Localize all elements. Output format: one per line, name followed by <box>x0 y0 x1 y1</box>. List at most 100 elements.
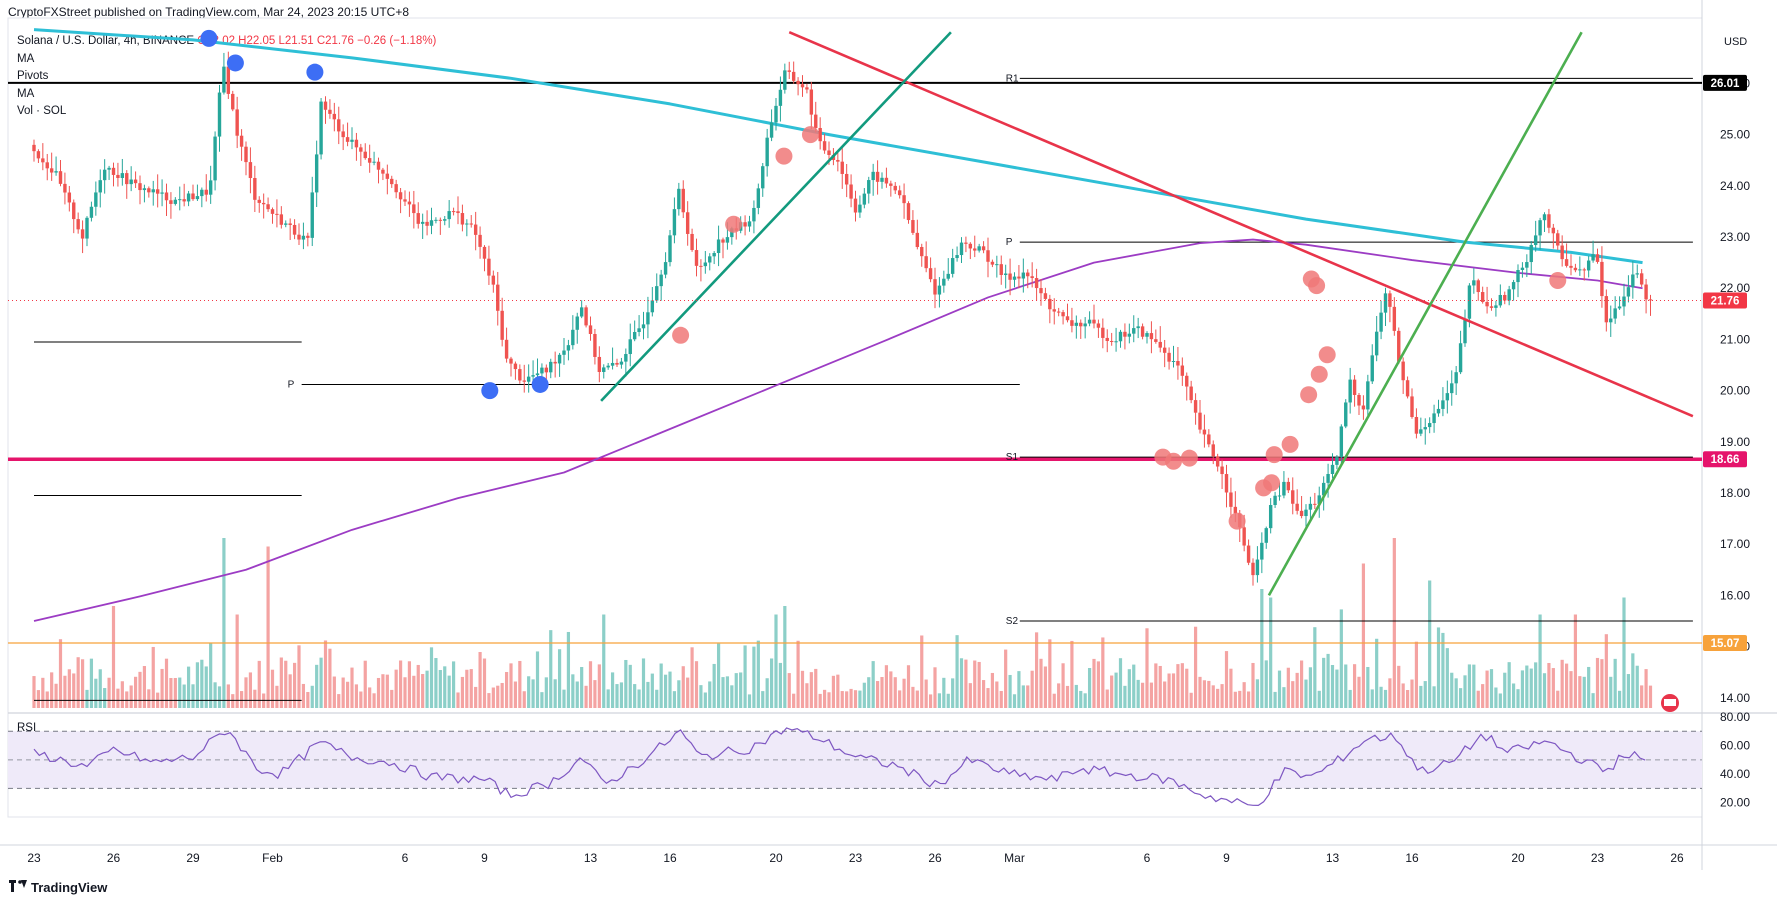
candle-body <box>111 167 116 175</box>
volume-bar <box>686 677 690 708</box>
volume-bar <box>672 691 677 708</box>
candle-body <box>566 345 571 351</box>
candle-body <box>526 376 531 382</box>
volume-bar <box>1145 628 1149 708</box>
volume-bar <box>1079 690 1083 708</box>
candle-body <box>372 161 376 163</box>
candle-body <box>487 258 491 276</box>
candle-body <box>1056 311 1061 313</box>
legend-indicator-1[interactable]: Pivots <box>17 70 49 82</box>
candle-body <box>306 235 310 238</box>
volume-bar <box>765 678 769 708</box>
candle-body <box>1533 235 1538 246</box>
candle-body <box>588 325 593 334</box>
volume-bar <box>1428 580 1432 708</box>
candle-body <box>1648 299 1653 301</box>
candle-body <box>557 354 562 364</box>
candle-body <box>791 71 796 81</box>
volume-bar <box>809 672 813 708</box>
candle-body <box>867 180 871 194</box>
volume-bar <box>1582 676 1586 708</box>
candle-body <box>58 171 63 184</box>
candle-body <box>98 180 102 193</box>
marker-red <box>1318 346 1336 364</box>
volume-bar <box>1551 668 1555 708</box>
candle-body <box>76 219 80 230</box>
candle-body <box>1291 490 1295 504</box>
candle-body <box>94 192 98 207</box>
candle-body <box>1246 545 1251 563</box>
candle-body <box>1511 282 1516 290</box>
volume-bar <box>1096 661 1101 708</box>
legend-indicator-3[interactable]: Vol · SOL <box>17 105 67 117</box>
volume-bar <box>712 663 716 708</box>
volume-bar <box>1335 669 1339 708</box>
candle-body <box>1573 267 1578 271</box>
volume-bar <box>1330 665 1335 708</box>
candle-body <box>637 328 641 332</box>
candle-body <box>1635 273 1639 275</box>
volume-bar <box>1123 685 1127 708</box>
candle-body <box>403 199 407 202</box>
volume-bar <box>518 660 522 708</box>
volume-bar <box>107 677 111 708</box>
candle-body <box>619 361 624 365</box>
candle-body <box>641 324 646 329</box>
volume-bar <box>222 538 226 708</box>
candle-body <box>906 203 911 221</box>
candle-body <box>553 361 557 364</box>
candle-body <box>257 199 261 203</box>
volume-bar <box>769 658 774 708</box>
candle-body <box>858 204 862 213</box>
volume-bar <box>244 677 248 708</box>
volume-bar <box>1388 678 1392 708</box>
legend-indicator-0[interactable]: MA <box>17 52 35 65</box>
candle-body <box>1600 261 1604 297</box>
volume-bar <box>376 677 381 708</box>
tradingview-logo[interactable]: TradingView <box>9 880 107 895</box>
candle-body <box>1043 293 1048 299</box>
volume-bar <box>1052 693 1056 708</box>
candle-body <box>1282 481 1286 496</box>
volume-bar <box>80 659 85 708</box>
volume-bar <box>721 677 725 708</box>
candle-body <box>1427 423 1432 428</box>
candle-body <box>1361 405 1366 410</box>
volume-bar <box>1507 662 1511 708</box>
volume-bar <box>465 669 469 708</box>
candle-body <box>323 101 328 110</box>
candle-body <box>407 201 412 205</box>
legend-indicator-2[interactable]: MA <box>17 87 35 100</box>
volume-bar <box>1423 681 1427 708</box>
volume-bar <box>1410 679 1414 708</box>
volume-bar <box>549 630 553 708</box>
candle-body <box>1193 400 1198 413</box>
candle-body <box>1542 214 1547 221</box>
marker-red <box>801 126 819 144</box>
candle-body <box>1317 495 1321 504</box>
candle-body <box>836 159 840 162</box>
volume-bar <box>1083 693 1087 708</box>
candle-body <box>1582 269 1586 271</box>
volume-bar <box>1635 665 1639 708</box>
candle-body <box>1631 274 1635 288</box>
volume-bar <box>310 685 314 708</box>
volume-bar <box>1595 657 1600 708</box>
rsi-tick-label: 20.00 <box>1720 796 1750 810</box>
volume-bar <box>1419 685 1423 708</box>
candle-body <box>1569 265 1573 268</box>
volume-bar <box>544 677 548 708</box>
volume-bar <box>1092 658 1096 708</box>
volume-bar <box>226 684 230 708</box>
tradingview-logo-icon <box>9 880 27 895</box>
volume-bar <box>1547 662 1551 708</box>
volume-bar <box>1503 672 1507 708</box>
candle-body <box>615 362 619 365</box>
marker-red <box>1549 272 1567 290</box>
candle-body <box>818 127 822 142</box>
volume-bar <box>1004 649 1008 708</box>
volume-bar <box>1401 683 1405 708</box>
marker-red <box>1180 449 1198 467</box>
price-axis-label-bg <box>1703 74 1747 91</box>
